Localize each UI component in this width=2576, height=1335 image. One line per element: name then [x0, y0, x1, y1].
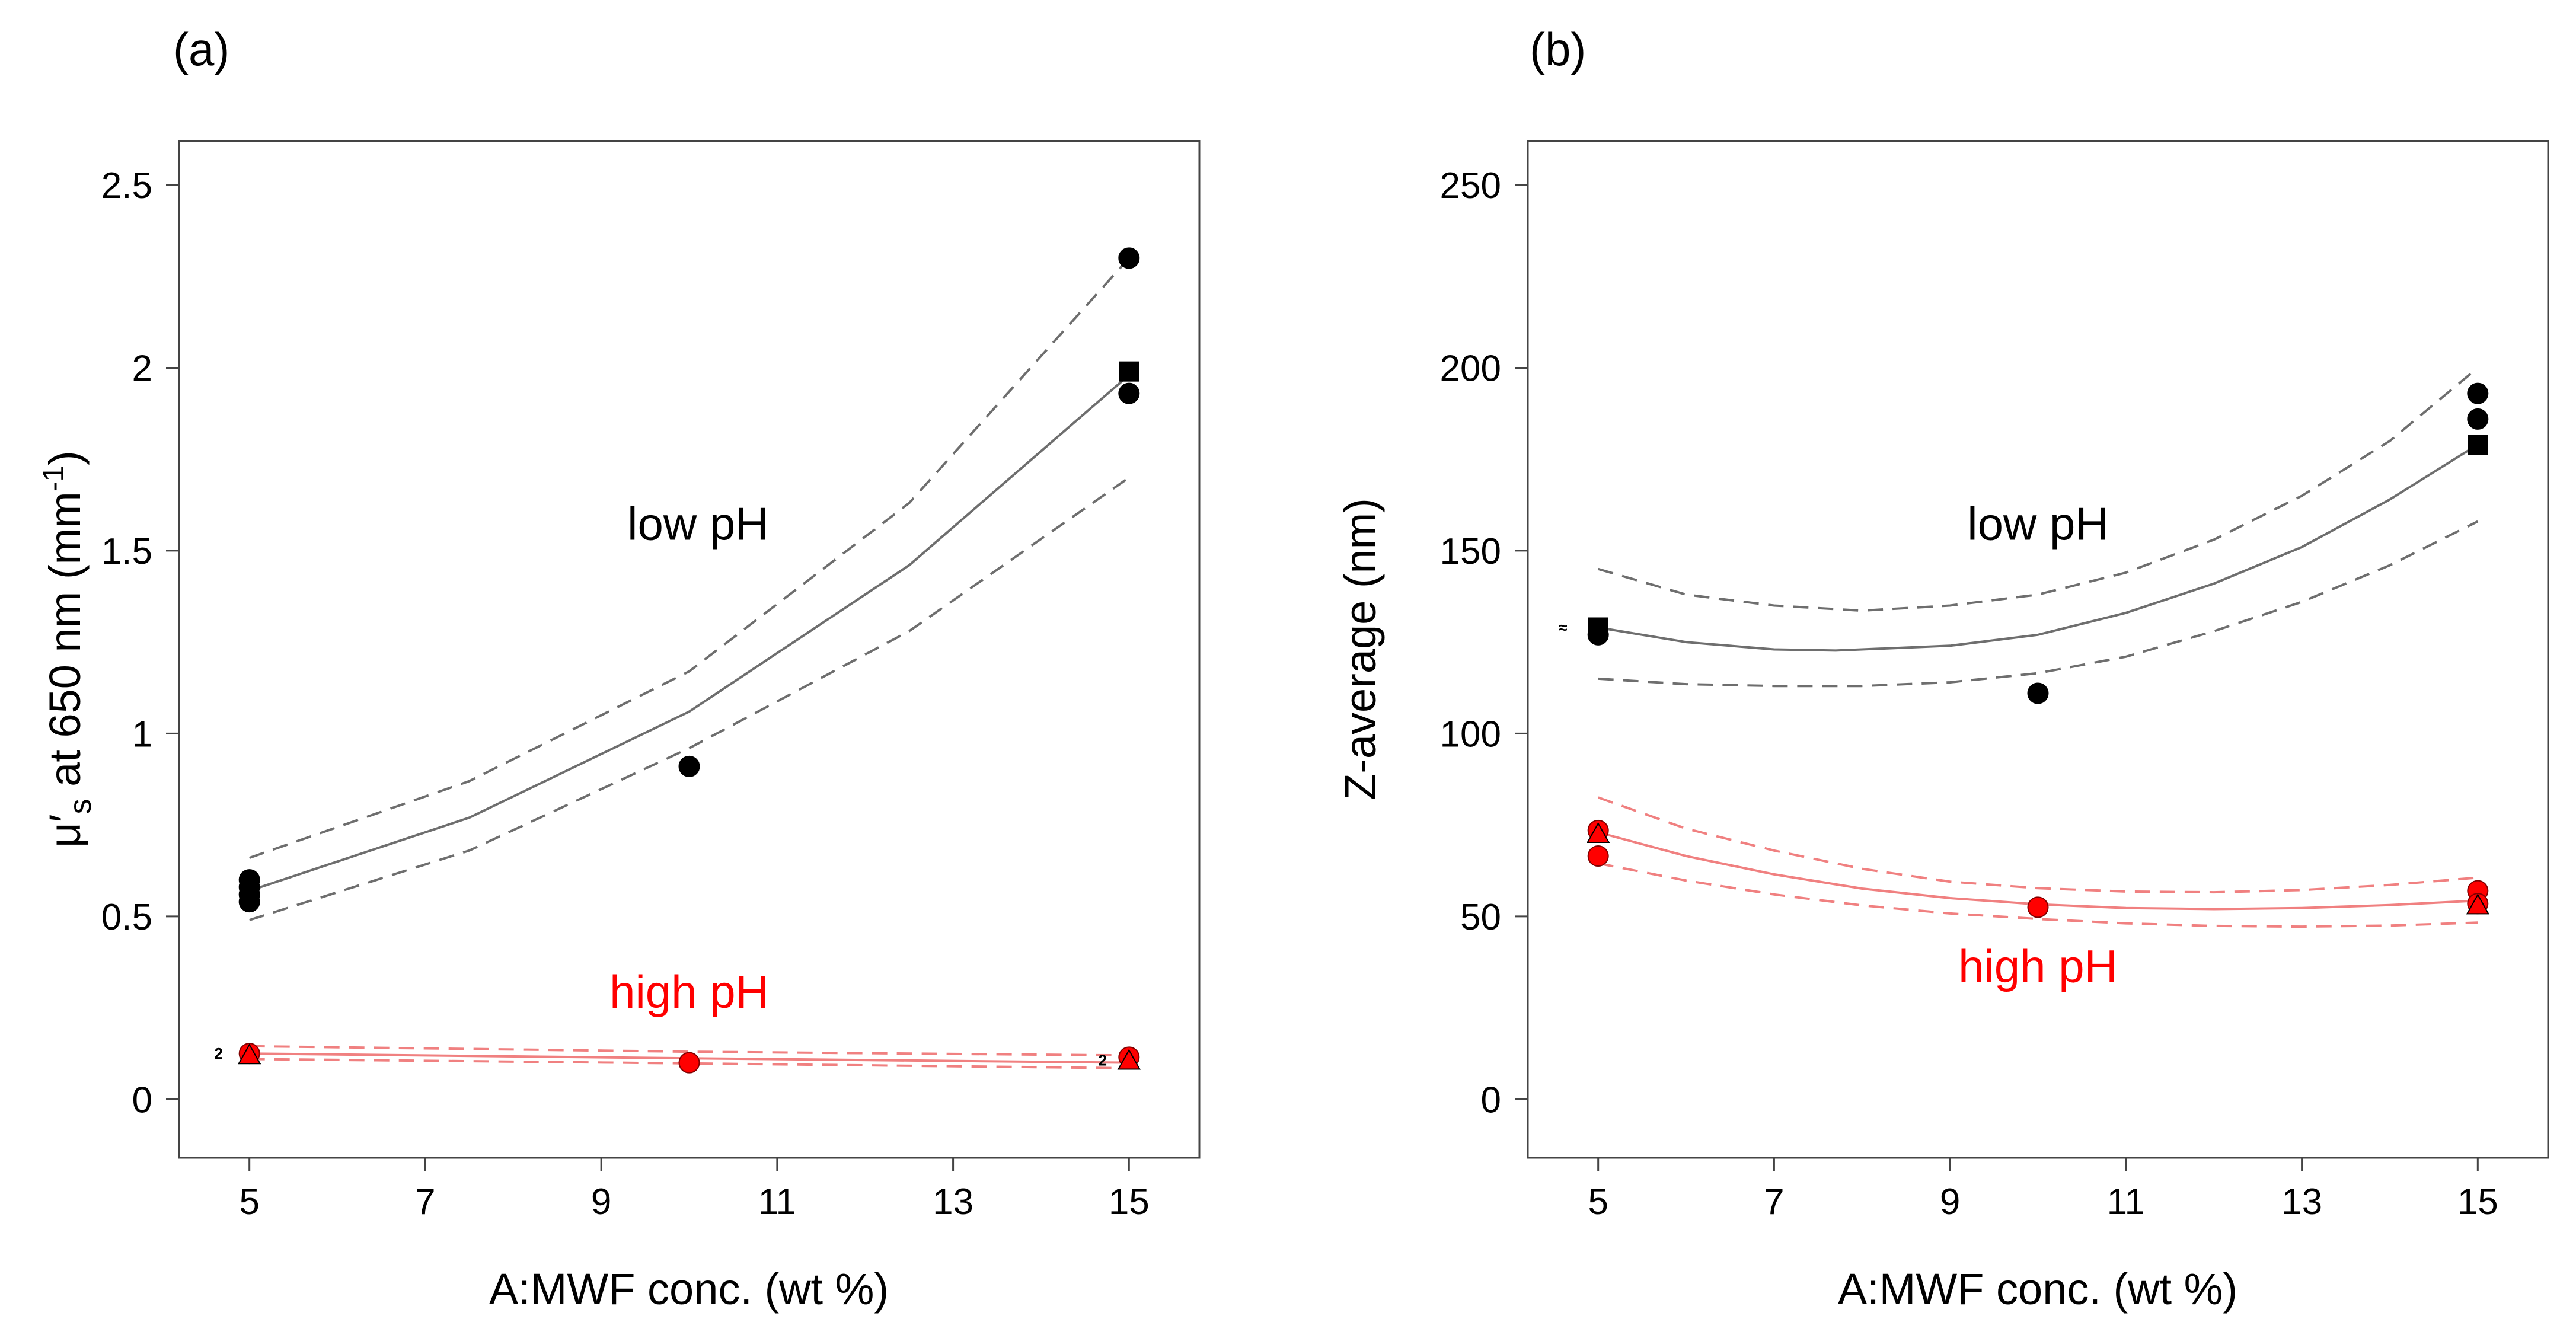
- low_pH-point: [678, 755, 700, 777]
- high_pH-point: [1587, 845, 1609, 867]
- low_pH-annotation: low pH: [1967, 497, 2108, 550]
- high_pH-annotation: high pH: [1958, 940, 2118, 992]
- x-tick-label: 5: [1588, 1181, 1608, 1222]
- x-tick-label: 11: [758, 1181, 796, 1222]
- high_pH-point: [2027, 896, 2049, 918]
- panel-b-curves: [1598, 366, 2479, 928]
- panel-b-y-axis-title: Z-average (nm): [1336, 498, 1385, 800]
- x-tick-label: 13: [933, 1181, 973, 1222]
- replicate-count-label: 2: [1099, 1051, 1107, 1069]
- low_pH-point-square: [1119, 361, 1139, 382]
- low_pH-point-square: [2468, 435, 2488, 455]
- replicate-count-label: 2: [215, 1045, 223, 1062]
- panel-b-plot-frame: [1527, 140, 2549, 1159]
- y-axis-title-mu: μ′: [40, 814, 90, 848]
- low_pH-point: [238, 891, 260, 913]
- x-tick-label: 9: [1940, 1181, 1960, 1222]
- low_pH-annotation: low pH: [627, 497, 768, 550]
- y-tick-label: 2: [132, 348, 152, 389]
- low_pH-ci-upper-line: [1598, 366, 2479, 612]
- low_pH-point: [1118, 382, 1140, 404]
- low_pH-fit-line: [249, 374, 1130, 892]
- y-tick-label: 50: [1460, 897, 1501, 938]
- y-tick-label: 150: [1440, 531, 1501, 572]
- y-tick-label: 0.5: [101, 897, 152, 938]
- y-tick-label: 0: [1481, 1080, 1501, 1120]
- y-tick-label: 2.5: [101, 165, 152, 206]
- low_pH-point: [1587, 624, 1609, 646]
- y-axis-title-superscript: -1: [37, 465, 70, 491]
- replicate-count-label: ≈: [1559, 618, 1567, 636]
- panel-a-curves: [249, 257, 1130, 1069]
- high_pH-ci-lower-line: [249, 1058, 1129, 1069]
- y-tick-label: 250: [1440, 165, 1501, 206]
- panel-a-annotations: low pH high pH 2 2: [215, 497, 1107, 1069]
- y-axis-title-subscript: s: [63, 799, 98, 814]
- y-tick-label: 0: [132, 1080, 152, 1120]
- panel-b-annotations: low pH high pH ≈: [1559, 497, 2118, 992]
- high_pH-ci-upper-line: [1598, 796, 2478, 894]
- high_pH-annotation: high pH: [609, 966, 769, 1018]
- high_pH-point-triangle: [1117, 1049, 1141, 1070]
- panel-a-ticks: 5 7 9 11 13 15 0 0.5 1 1.5 2 2.5: [101, 165, 1150, 1222]
- low_pH-fit-line: [1598, 443, 2479, 652]
- x-tick-label: 7: [415, 1181, 435, 1222]
- panel-b-label: (b): [1530, 23, 1586, 75]
- x-tick-label: 11: [2107, 1181, 2145, 1222]
- low_pH-point: [2467, 382, 2489, 404]
- low_pH-ci-upper-line: [249, 257, 1130, 859]
- high_pH-ci-lower-line: [1598, 862, 2478, 928]
- high_pH-point-triangle: [1586, 822, 1610, 844]
- panel-a-points: [237, 247, 1141, 1074]
- x-tick-label: 15: [1109, 1181, 1150, 1222]
- x-tick-label: 15: [2457, 1181, 2498, 1222]
- high_pH-point-triangle: [237, 1043, 261, 1065]
- panel-a-plot-frame: [178, 140, 1201, 1159]
- high_pH-point: [678, 1052, 700, 1074]
- x-tick-label: 9: [591, 1181, 611, 1222]
- panel-a-label: (a): [173, 23, 229, 75]
- x-tick-label: 13: [2281, 1181, 2322, 1222]
- panel-a: (a) 5 7 9 11 13 15 0 0.5 1 1.5 2 2.5 low pH high pH 2…: [37, 23, 1201, 1314]
- y-axis-title-end: ): [40, 451, 90, 465]
- y-tick-label: 1: [132, 714, 152, 755]
- high_pH-point-triangle: [2466, 893, 2490, 915]
- y-tick-label: 1.5: [101, 531, 152, 572]
- low_pH-point: [2467, 408, 2489, 430]
- panel-b-points: [1586, 382, 2490, 918]
- panel-a-y-axis-title: μ′s at 650 nm (mm-1): [37, 451, 98, 848]
- low_pH-point: [1118, 247, 1140, 269]
- panel-a-x-axis-title: A:MWF conc. (wt %): [489, 1264, 889, 1314]
- low_pH-ci-lower-line: [249, 476, 1130, 921]
- x-tick-label: 7: [1764, 1181, 1784, 1222]
- panel-b-x-axis-title: A:MWF conc. (wt %): [1838, 1264, 2237, 1314]
- x-tick-label: 5: [239, 1181, 259, 1222]
- y-tick-label: 100: [1440, 714, 1501, 755]
- high_pH-ci-upper-line: [249, 1045, 1129, 1057]
- y-axis-title-middle: at 650 nm (mm: [40, 491, 90, 799]
- y-tick-label: 200: [1440, 348, 1501, 389]
- low_pH-point: [2027, 682, 2049, 704]
